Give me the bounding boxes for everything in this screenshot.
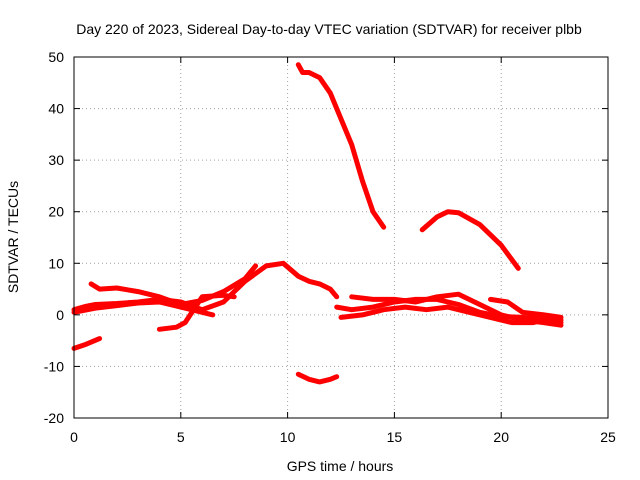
series-group (71, 62, 564, 385)
y-axis-label: SDTVAR / TECUs (5, 181, 21, 293)
x-tick-label: 15 (387, 429, 403, 445)
y-tick-label: -20 (44, 410, 64, 426)
series-line-track-8 (419, 209, 521, 271)
series-line-track-9 (334, 296, 564, 326)
y-tick-label: 0 (56, 307, 64, 323)
y-tick-label: 40 (48, 101, 64, 117)
series-line-track-5 (156, 292, 237, 332)
y-tick-label: -10 (44, 358, 64, 374)
x-tick-label: 20 (493, 429, 509, 445)
series-line-track-3 (88, 263, 259, 307)
series-line-track-1 (71, 336, 103, 351)
tick-labels: 0 5 10 15 20 25 -20 -10 0 10 20 30 40 50 (44, 49, 616, 445)
series-line-track-7 (295, 371, 340, 385)
y-tick-label: 20 (48, 204, 64, 220)
x-axis-label: GPS time / hours (287, 458, 394, 474)
chart-title: Day 220 of 2023, Sidereal Day-to-day VTE… (76, 21, 582, 37)
y-tick-label: 50 (48, 49, 64, 65)
y-tick-label: 30 (48, 152, 64, 168)
x-tick-label: 25 (600, 429, 616, 445)
series-line-track-12 (488, 296, 564, 320)
y-tick-label: 10 (48, 255, 64, 271)
series-line-track-2 (71, 260, 340, 313)
axes-ticks (73, 56, 609, 419)
x-tick-label: 0 (70, 429, 78, 445)
x-tick-label: 5 (177, 429, 185, 445)
series-line-track-4 (71, 299, 216, 318)
grid (74, 57, 608, 418)
plot-frame (73, 56, 609, 419)
x-tick-label: 10 (280, 429, 296, 445)
series-line-track-6 (295, 62, 387, 230)
series-line-track-11 (338, 304, 564, 326)
